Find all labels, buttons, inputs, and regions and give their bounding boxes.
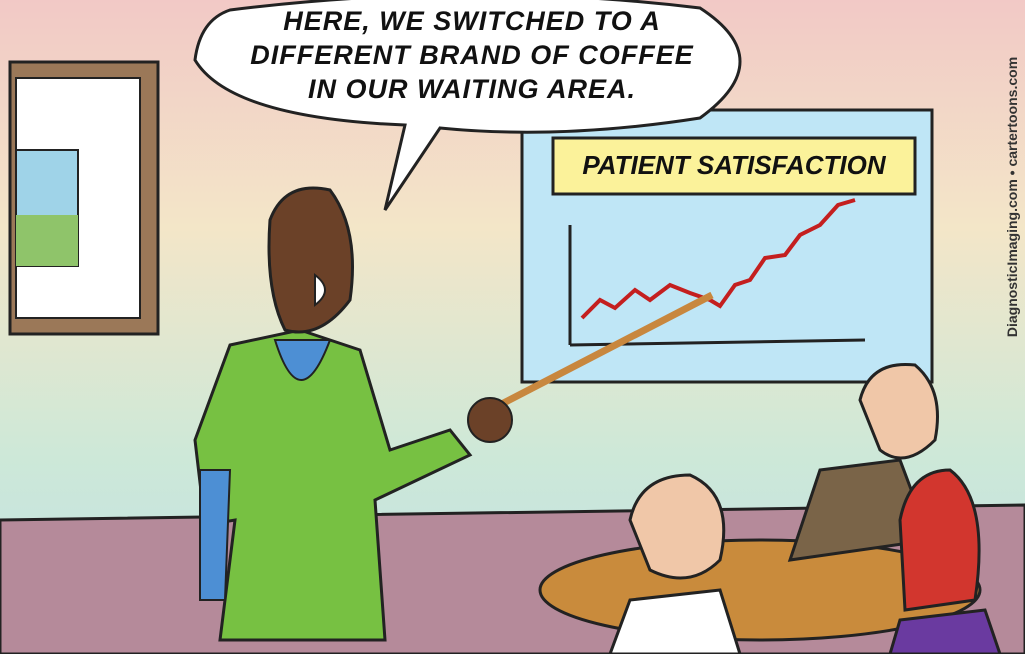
speech-line: HERE, WE SWITCHED TO A [283,6,661,36]
cartoon: PATIENT SATISFACTION HERE, WE SWITCHED T… [0,0,1025,654]
screen-title: PATIENT SATISFACTION [582,150,887,180]
credit: DiagnosticImaging.com • cartertoons.com [1004,57,1020,337]
wall-picture [10,62,158,334]
speech-line: DIFFERENT BRAND OF COFFEE [250,40,694,70]
speech-line: IN OUR WAITING AREA. [308,74,636,104]
